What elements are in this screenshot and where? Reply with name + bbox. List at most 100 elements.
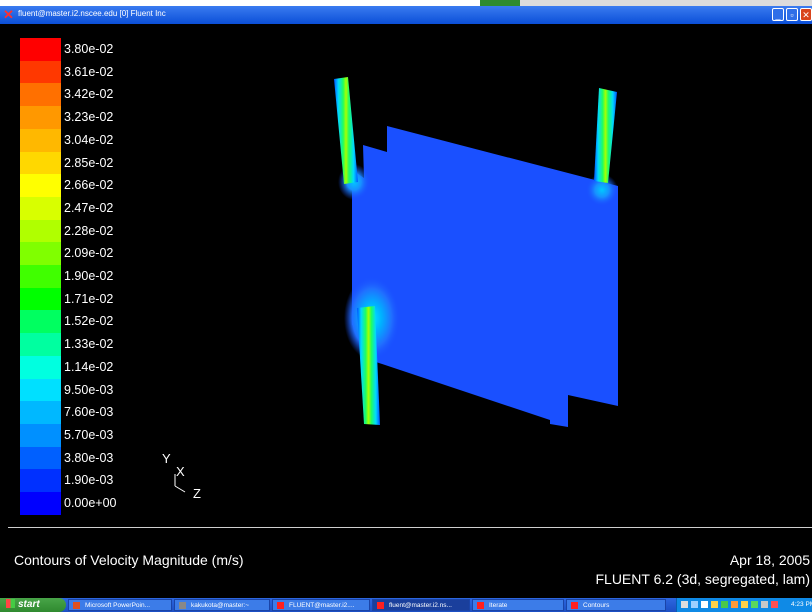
taskbar-button-label: Contours <box>583 602 610 609</box>
tray-tool-icon[interactable] <box>711 601 718 608</box>
legend-label: 3.61e-02 <box>64 64 114 79</box>
taskbar: start Microsoft PowerPoin... kakukota@mas… <box>0 598 812 612</box>
taskbar-button-label: Microsoft PowerPoin... <box>85 602 151 609</box>
legend-label: 2.85e-02 <box>64 155 114 170</box>
legend-swatch <box>20 151 61 175</box>
top-strip-tab <box>480 0 520 6</box>
legend-label: 5.70e-03 <box>64 427 114 442</box>
legend-swatch <box>20 265 61 289</box>
tray-help-icon[interactable] <box>701 601 708 608</box>
taskbar-app-icon <box>377 602 384 609</box>
taskbar-button[interactable]: Iterate <box>472 599 564 611</box>
taskbar-button-label: FLUENT@master.i2.... <box>289 602 355 609</box>
taskbar-app-icon <box>477 602 484 609</box>
maximize-button[interactable]: ▫ <box>786 8 798 21</box>
tray-app-icon[interactable] <box>681 601 688 608</box>
legend-label: 1.71e-02 <box>64 291 114 306</box>
legend-label: 3.80e-02 <box>64 42 114 56</box>
legend-swatch <box>20 242 61 266</box>
tray-network-icon[interactable] <box>691 601 698 608</box>
legend-label: 3.80e-03 <box>64 450 114 465</box>
legend-swatch <box>20 38 61 62</box>
pipe-bottom-left <box>357 306 380 425</box>
legend-label: 3.04e-02 <box>64 132 114 147</box>
legend-swatch <box>20 106 61 130</box>
legend-label: 2.47e-02 <box>64 200 114 215</box>
caption-title: Contours of Velocity Magnitude (m/s) <box>14 552 244 568</box>
title-bar: ✕ fluent@master.i2.nscee.edu [0] Fluent … <box>0 6 812 24</box>
legend-swatch <box>20 469 61 493</box>
fluent-app-icon: ✕ <box>3 7 14 22</box>
tray-messenger-icon[interactable] <box>731 601 738 608</box>
tray-user-icon[interactable] <box>741 601 748 608</box>
legend-label: 1.90e-03 <box>64 473 114 488</box>
taskbar-button[interactable]: Microsoft PowerPoin... <box>68 599 172 611</box>
legend-swatch <box>20 60 61 84</box>
legend-label: 0.00e+00 <box>64 496 117 510</box>
inlet-pipe-top-left <box>334 77 358 184</box>
taskbar-app-icon <box>571 602 578 609</box>
taskbar-app-icon <box>277 602 284 609</box>
taskbar-button-label: Iterate <box>489 602 508 609</box>
legend-label: 1.33e-02 <box>64 337 114 352</box>
legend-label: 1.14e-02 <box>64 359 114 374</box>
legend-swatch <box>20 378 61 402</box>
taskbar-app-icon <box>73 602 80 609</box>
system-tray: 4:23 PM <box>676 598 812 612</box>
legend-label: 9.50e-03 <box>64 382 114 397</box>
tray-antivirus-icon[interactable] <box>751 601 758 608</box>
legend-swatch <box>20 128 61 152</box>
legend-swatch <box>20 423 61 448</box>
legend-label: 1.90e-02 <box>64 269 114 283</box>
minimize-icon: _ <box>775 10 781 20</box>
close-button[interactable]: ✕ <box>800 8 812 21</box>
tray-shield-icon[interactable] <box>721 601 728 608</box>
tray-clock: 4:23 PM <box>791 601 812 608</box>
legend-label: 3.23e-02 <box>64 110 114 125</box>
legend-swatch <box>20 310 61 334</box>
legend-swatch <box>20 333 61 357</box>
axis-triad <box>174 474 186 493</box>
legend-swatch <box>20 492 61 516</box>
legend-swatch <box>20 446 61 470</box>
top-strip-bar <box>520 0 812 6</box>
legend-label: 2.28e-02 <box>64 223 114 238</box>
legend-swatch <box>20 401 61 425</box>
legend-swatch <box>20 355 61 379</box>
legend-label: 1.52e-02 <box>64 314 114 329</box>
taskbar-button-label: fluent@master.i2.ns... <box>389 602 452 609</box>
legend-label: 3.42e-02 <box>64 87 114 102</box>
taskbar-button[interactable]: fluent@master.i2.ns... <box>372 599 470 611</box>
taskbar-button[interactable]: Contours <box>566 599 666 611</box>
legend-swatch <box>20 196 61 221</box>
window-title: fluent@master.i2.nscee.edu [0] Fluent In… <box>18 9 166 18</box>
axis-label-x: X <box>176 464 185 479</box>
caption-version: FLUENT 6.2 (3d, segregated, lam) <box>595 571 810 587</box>
tray-alert-icon[interactable] <box>771 601 778 608</box>
legend-swatch <box>20 174 61 198</box>
legend-swatch <box>20 219 61 243</box>
caption-separator <box>8 527 812 528</box>
caption-date: Apr 18, 2005 <box>729 552 810 568</box>
start-button[interactable]: start <box>0 598 66 612</box>
taskbar-button-label: kakukota@master:~ <box>191 602 250 609</box>
top-strip <box>0 0 812 6</box>
windows-logo-icon <box>6 599 15 608</box>
minimize-button[interactable]: _ <box>772 8 784 21</box>
start-label: start <box>18 599 40 610</box>
maximize-icon: ▫ <box>790 10 794 20</box>
taskbar-button[interactable]: FLUENT@master.i2.... <box>272 599 370 611</box>
tray-volume-icon[interactable] <box>761 601 768 608</box>
plate-surface <box>352 126 618 427</box>
geometry-model <box>334 77 618 427</box>
legend-swatch <box>20 83 61 107</box>
taskbar-button[interactable]: kakukota@master:~ <box>174 599 270 611</box>
legend-label: 2.09e-02 <box>64 246 114 261</box>
axis-label-y: Y <box>162 451 171 466</box>
legend-label: 7.60e-03 <box>64 405 114 420</box>
taskbar-app-icon <box>179 602 186 609</box>
close-icon: ✕ <box>802 10 810 20</box>
outlet-pipe-top-right <box>594 88 617 183</box>
legend-swatch <box>20 287 61 311</box>
